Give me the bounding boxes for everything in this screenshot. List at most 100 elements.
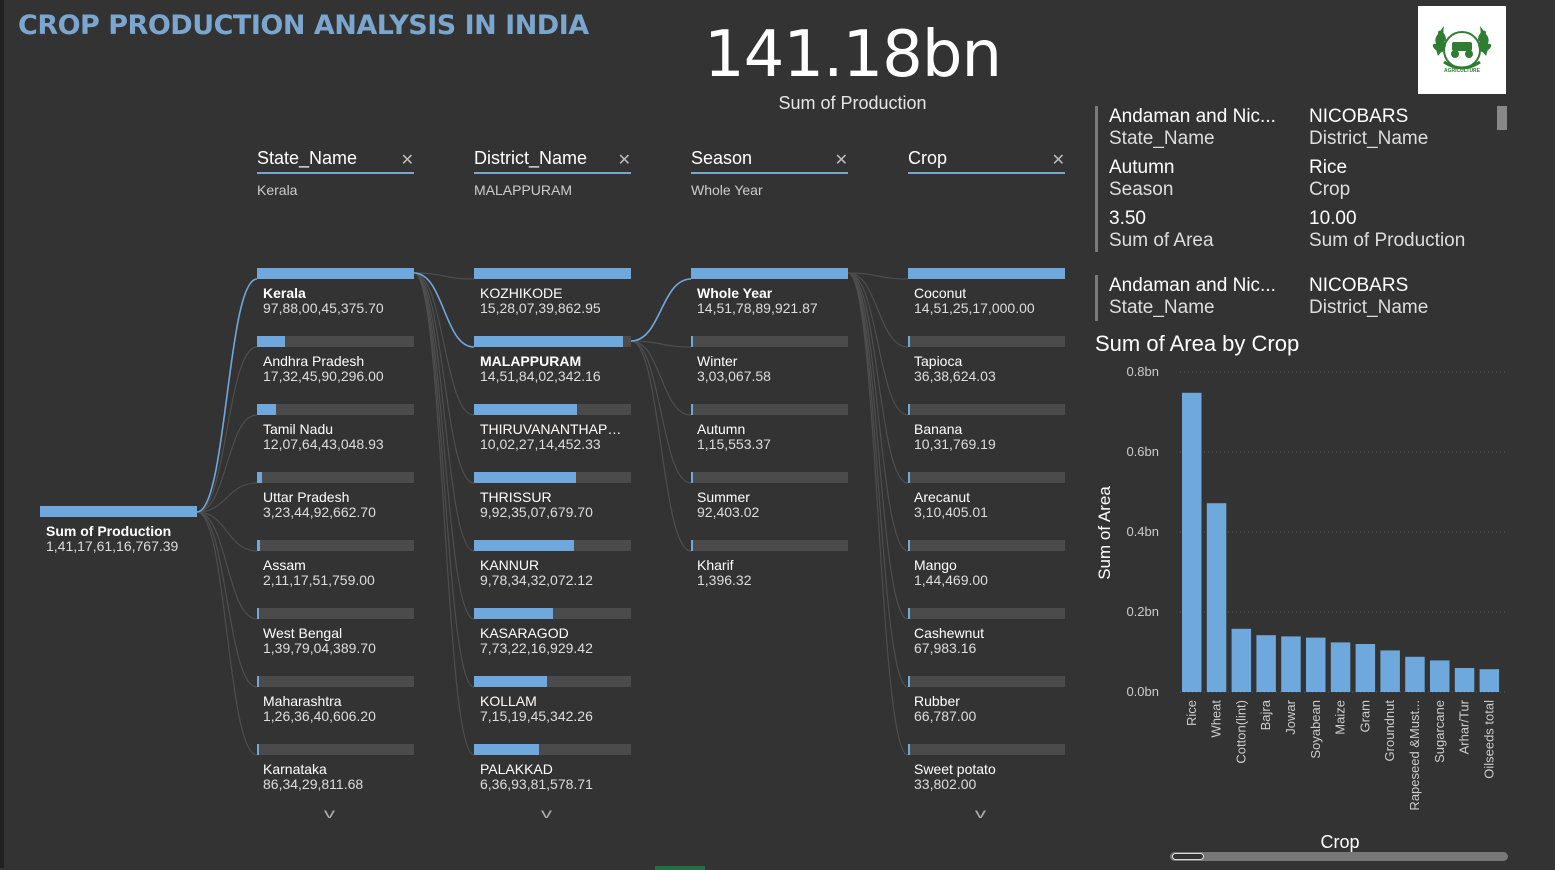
node-value: 1,26,36,40,606.20 xyxy=(263,708,376,724)
bar[interactable] xyxy=(1330,642,1351,692)
bar[interactable] xyxy=(1182,392,1202,692)
tree-level-header-crop[interactable]: Crop ✕ xyxy=(908,148,1065,182)
tree-node[interactable]: Tamil Nadu 12,07,64,43,048.93 xyxy=(257,404,414,452)
node-bar-fill xyxy=(257,472,263,483)
node-label: Autumn xyxy=(697,421,746,437)
tree-node[interactable]: Cashewnut 67,983.16 xyxy=(908,608,1065,656)
node-label: KOLLAM xyxy=(480,693,537,709)
node-bar-fill xyxy=(908,268,1065,279)
node-bar-fill xyxy=(908,336,910,347)
tree-node[interactable]: Autumn 1,15,553.37 xyxy=(691,404,848,452)
tree-level-header-state[interactable]: State_Name Kerala ✕ xyxy=(257,148,414,198)
tree-node[interactable]: Tapioca 36,38,624.03 xyxy=(908,336,1065,384)
tree-node[interactable]: PALAKKAD 6,36,93,81,578.71 xyxy=(474,744,631,792)
bar[interactable] xyxy=(1256,635,1276,692)
tree-node[interactable]: THIRUVANANTHAPURAM10,02,27,14,452.33 xyxy=(474,404,631,452)
tree-root-node[interactable]: Sum of Production 1,41,17,61,16,767.39 xyxy=(40,506,197,554)
node-value: 9,92,35,07,679.70 xyxy=(480,504,593,520)
node-value: 15,28,07,39,862.95 xyxy=(480,300,601,316)
node-label: PALAKKAD xyxy=(480,761,553,777)
cards-scrollbar[interactable] xyxy=(1497,106,1507,130)
node-bar-track xyxy=(474,472,631,483)
node-bar-fill xyxy=(474,540,575,551)
tree-node[interactable]: Banana 10,31,769.19 xyxy=(908,404,1065,452)
node-label: Maharashtra xyxy=(263,693,342,709)
close-icon[interactable]: ✕ xyxy=(617,152,631,169)
node-bar-fill xyxy=(691,268,848,279)
tree-node[interactable]: Uttar Pradesh 3,23,44,92,662.70 xyxy=(257,472,414,520)
node-label: Winter xyxy=(697,353,738,369)
node-label: THRISSUR xyxy=(480,489,552,505)
node-label: KASARAGOD xyxy=(480,625,569,641)
level-name: State_Name xyxy=(257,148,414,174)
tree-node[interactable]: KASARAGOD 7,73,22,16,929.42 xyxy=(474,608,631,656)
tree-node[interactable]: Whole Year 14,51,78,89,921.87 xyxy=(691,268,848,316)
node-label: Rubber xyxy=(914,693,960,709)
node-bar-track xyxy=(474,540,631,551)
x-tick-label: Groundnut xyxy=(1382,700,1397,762)
tree-node[interactable]: Summer 92,403.02 xyxy=(691,472,848,520)
tree-node[interactable]: THRISSUR 9,92,35,07,679.70 xyxy=(474,472,631,520)
close-icon[interactable]: ✕ xyxy=(834,152,848,169)
bar[interactable] xyxy=(1206,503,1227,692)
node-label: Sweet potato xyxy=(914,761,996,777)
bar[interactable] xyxy=(1479,669,1500,692)
bar[interactable] xyxy=(1306,637,1326,692)
tree-node[interactable]: West Bengal 1,39,79,04,389.70 xyxy=(257,608,414,656)
node-bar-track xyxy=(908,540,1065,551)
page-tab-indicator[interactable] xyxy=(655,866,705,870)
bar-chart: 0.0bn 0.2bn 0.4bn 0.6bn 0.8bn Rice Wheat Cotton… xyxy=(1095,364,1505,852)
close-icon[interactable]: ✕ xyxy=(1051,152,1065,169)
tree-node[interactable]: Winter 3,03,067.58 xyxy=(691,336,848,384)
tree-node[interactable]: Karnataka 86,34,29,811.68 xyxy=(257,744,414,792)
card-area: 3.50 Sum of Area xyxy=(1109,208,1214,251)
node-bar-fill xyxy=(257,404,277,415)
node-bar-fill xyxy=(474,608,554,619)
tree-node[interactable]: Arecanut 3,10,405.01 xyxy=(908,472,1065,520)
tree-node[interactable]: Sweet potato 33,802.00 xyxy=(908,744,1065,792)
tree-node[interactable]: Rubber 66,787.00 xyxy=(908,676,1065,724)
bar[interactable] xyxy=(1454,668,1475,692)
chevron-down-icon[interactable]: v xyxy=(540,805,553,821)
card-district: NICOBARS District_Name xyxy=(1309,106,1429,149)
level-selected: Kerala xyxy=(257,182,298,198)
y-tick-label: 0.0bn xyxy=(1126,684,1159,699)
bar[interactable] xyxy=(1355,644,1376,692)
bar[interactable] xyxy=(1380,650,1400,692)
bar[interactable] xyxy=(1231,628,1252,692)
chart-horizontal-scrollbar[interactable] xyxy=(1170,852,1508,861)
node-bar-track xyxy=(257,676,414,687)
tree-level-header-season[interactable]: Season Whole Year ✕ xyxy=(691,148,848,198)
x-tick-label: Wheat xyxy=(1209,700,1224,738)
tree-node[interactable]: Mango 1,44,469.00 xyxy=(908,540,1065,588)
node-label: West Bengal xyxy=(263,625,343,641)
node-bar-track xyxy=(474,268,631,279)
tree-node[interactable]: Maharashtra 1,26,36,40,606.20 xyxy=(257,676,414,724)
tree-node[interactable]: Kerala 97,88,00,45,375.70 xyxy=(257,268,414,316)
tree-node[interactable]: KOLLAM 7,15,19,45,342.26 xyxy=(474,676,631,724)
node-bar-track xyxy=(257,472,414,483)
tree-node[interactable]: KANNUR 9,78,34,32,072.12 xyxy=(474,540,631,588)
chart-title: Sum of Area by Crop xyxy=(1095,331,1300,356)
node-bar-fill xyxy=(908,472,910,483)
tree-node[interactable]: Kharif 1,396.32 xyxy=(691,540,848,588)
tree-node[interactable]: MALAPPURAM 14,51,84,02,342.16 xyxy=(474,336,631,384)
node-label: MALAPPURAM xyxy=(480,353,582,369)
chevron-down-icon[interactable]: v xyxy=(974,805,987,821)
node-value: 2,11,17,51,759.00 xyxy=(263,572,375,588)
tree-node[interactable]: Coconut 14,51,25,17,000.00 xyxy=(908,268,1065,316)
tree-node[interactable]: Andhra Pradesh 17,32,45,90,296.00 xyxy=(257,336,414,384)
bar[interactable] xyxy=(1405,656,1425,692)
tree-node[interactable]: Assam 2,11,17,51,759.00 xyxy=(257,540,414,588)
bar[interactable] xyxy=(1281,636,1301,692)
chevron-down-icon[interactable]: v xyxy=(323,805,336,821)
node-bar-track xyxy=(257,540,414,551)
node-bar-track xyxy=(908,472,1065,483)
tree-level-header-district[interactable]: District_Name MALAPPURAM ✕ xyxy=(474,148,631,198)
close-icon[interactable]: ✕ xyxy=(400,152,414,169)
level-selected: MALAPPURAM xyxy=(474,182,573,198)
x-tick-label: Soyabean xyxy=(1308,700,1323,759)
bar[interactable] xyxy=(1430,660,1450,692)
scrollbar-thumb[interactable] xyxy=(1172,853,1204,860)
tree-node[interactable]: KOZHIKODE 15,28,07,39,862.95 xyxy=(474,268,631,316)
